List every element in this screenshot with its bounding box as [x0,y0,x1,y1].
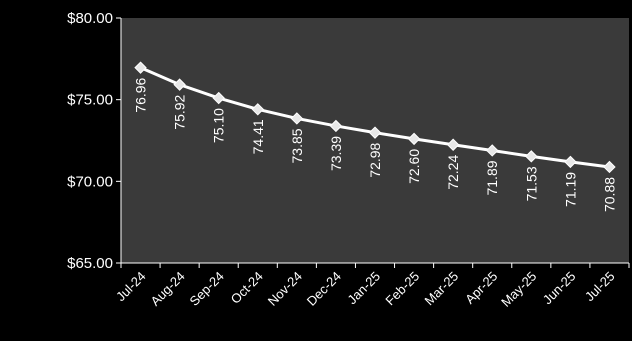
data-label: 75.92 [172,94,188,129]
y-tick-label: $65.00 [67,255,113,272]
data-point-marker [290,112,304,125]
y-tick-label: $80.00 [67,10,113,27]
data-label: 73.85 [289,128,305,163]
data-point-marker [603,160,616,174]
data-point-marker [564,155,577,169]
data-point-marker [212,91,225,105]
data-point-marker [368,126,382,139]
data-point-marker [525,150,538,163]
data-label: 73.39 [328,136,344,171]
data-point-marker [134,61,147,74]
data-point-marker [251,103,264,116]
data-label: 74.41 [250,119,266,154]
data-label: 72.24 [445,155,461,190]
data-label: 71.89 [484,160,500,195]
data-point-marker [173,78,186,91]
data-label: 75.10 [211,108,227,143]
data-label: 70.88 [601,177,617,212]
data-point-marker [486,144,499,157]
data-point-marker [407,132,421,146]
data-label: 71.19 [562,172,578,207]
data-labels: 76.96 75.92 75.10 74.41 73.85 73.39 72.98 72.60… [133,77,618,212]
y-axis-ticks: $65.00 $70.00 $75.00 $80.00 [67,10,121,272]
data-label: 71.53 [523,166,539,201]
data-label: 72.60 [406,149,422,184]
data-label: 76.96 [133,77,149,112]
data-label: 72.98 [367,142,383,177]
data-point-marker [446,138,460,151]
plot-area [121,18,629,263]
data-point-marker [329,119,343,133]
y-tick-label: $70.00 [67,173,113,190]
series-markers [134,61,616,174]
y-tick-label: $75.00 [67,92,113,109]
